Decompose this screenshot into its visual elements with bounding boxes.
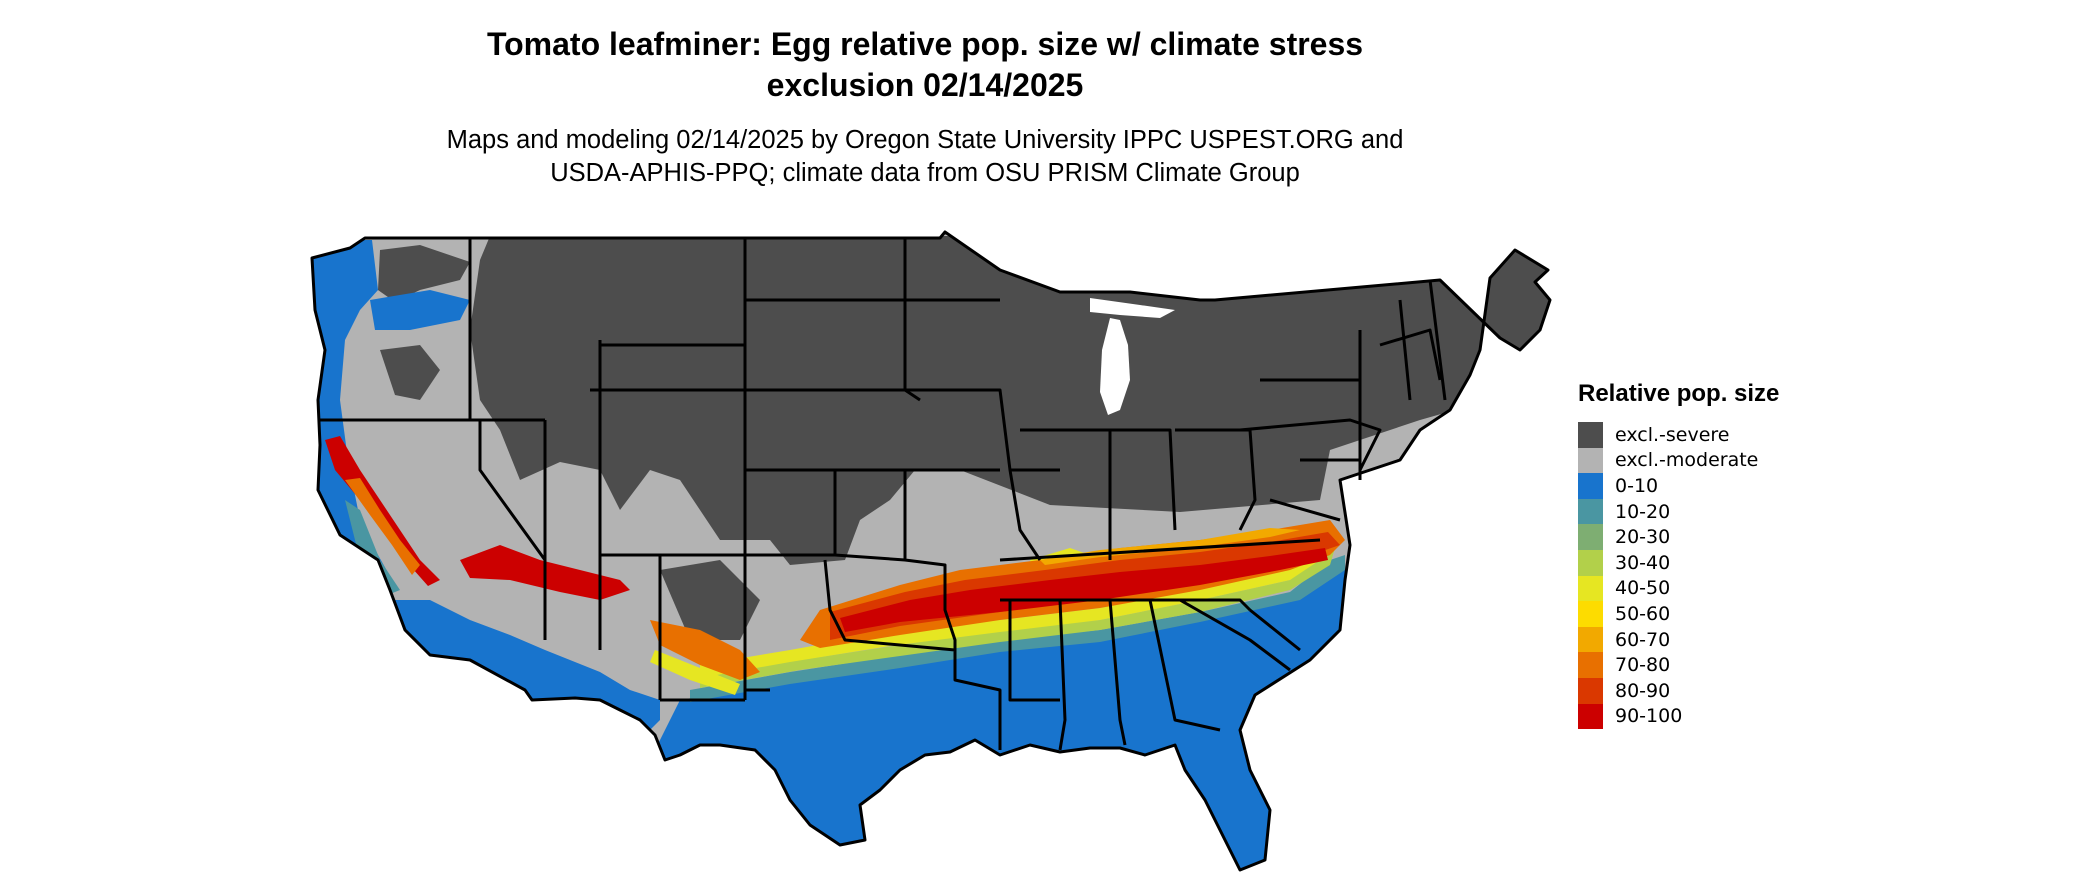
map-title: Tomato leafminer: Egg relative pop. size… <box>0 24 1850 106</box>
excl-severe-cascades <box>378 245 470 302</box>
legend-item: 20-30 <box>1578 524 1779 550</box>
us-outline <box>310 230 1552 872</box>
legend-item: 40-50 <box>1578 575 1779 602</box>
state-borders <box>310 230 1552 872</box>
band-90-100-california-coast <box>325 436 440 586</box>
lake-superior <box>1090 298 1175 318</box>
subtitle-line-1: Maps and modeling 02/14/2025 by Oregon S… <box>446 126 1404 154</box>
title-line-1: Tomato leafminer: Egg relative pop. size… <box>486 26 1364 62</box>
legend-swatch <box>1578 473 1603 499</box>
band-70-80-california-valley <box>345 478 420 575</box>
border-southern-states <box>999 538 1321 751</box>
legend-items: excl.-severe excl.-moderate 0-10 10-20 2… <box>1578 422 1779 730</box>
legend-label: 10-20 <box>1615 500 1671 523</box>
band-40-50-southwest-arc <box>650 650 740 695</box>
legend-label: 0-10 <box>1615 474 1659 497</box>
title-line-2: exclusion 02/14/2025 <box>766 67 1084 103</box>
legend-swatch <box>1578 652 1603 678</box>
border-midwest-states <box>905 298 1257 561</box>
legend-label: 30-40 <box>1615 551 1671 574</box>
legend-item: 80-90 <box>1578 677 1779 704</box>
legend-swatch <box>1578 524 1603 550</box>
band-0-10-washington-interior <box>370 290 470 330</box>
legend-item: excl.-severe <box>1578 422 1779 448</box>
legend-label: excl.-severe <box>1615 423 1730 446</box>
band-90-100-southern-core <box>840 548 1328 632</box>
band-60-70-northern-edge <box>1040 528 1300 565</box>
subtitle-line-2: USDA-APHIS-PPQ; climate data from OSU PR… <box>550 159 1300 187</box>
legend-swatch <box>1578 447 1603 474</box>
legend-item: 10-20 <box>1578 498 1779 525</box>
band-30-40-gulf-transition <box>700 548 1335 688</box>
legend-swatch <box>1578 703 1603 730</box>
legend-item: 90-100 <box>1578 703 1779 730</box>
legend-item: 50-60 <box>1578 601 1779 627</box>
border-northeast-states <box>1239 279 1447 522</box>
legend-swatch <box>1578 422 1603 448</box>
legend-title: Relative pop. size <box>1578 380 1780 407</box>
excl-severe-sierra-patch <box>380 345 440 400</box>
excl-severe-southwest-mountains <box>660 560 760 640</box>
legend-swatch <box>1578 498 1603 525</box>
lake-michigan <box>1100 318 1130 415</box>
legend-label: 60-70 <box>1615 628 1671 651</box>
legend-swatch <box>1578 626 1603 653</box>
legend-label: 70-80 <box>1615 654 1671 677</box>
legend-item: 70-80 <box>1578 652 1779 678</box>
legend-swatch <box>1578 601 1603 627</box>
legend: Relative pop. size excl.-severe excl.-mo… <box>1578 380 1780 730</box>
legend-label: 40-50 <box>1615 577 1671 600</box>
border-west-states <box>320 238 837 702</box>
legend-label: 20-30 <box>1615 526 1671 549</box>
legend-swatch <box>1578 549 1603 576</box>
band-10-20-gulf-fringe <box>690 555 1345 702</box>
band-70-80-southwest-arc <box>650 620 760 680</box>
excl-severe-northern-region <box>470 236 1550 565</box>
legend-item: 60-70 <box>1578 626 1779 653</box>
band-10-20-california-fringe <box>345 500 400 598</box>
legend-item: 0-10 <box>1578 473 1779 499</box>
legend-item: 30-40 <box>1578 549 1779 576</box>
map-subtitle: Maps and modeling 02/14/2025 by Oregon S… <box>0 124 1850 190</box>
legend-label: 50-60 <box>1615 602 1671 625</box>
legend-label: 90-100 <box>1615 705 1683 728</box>
legend-swatch <box>1578 575 1603 602</box>
legend-item: excl.-moderate <box>1578 447 1779 474</box>
legend-swatch <box>1578 677 1603 704</box>
legend-label: excl.-moderate <box>1615 449 1759 472</box>
legend-label: 80-90 <box>1615 679 1671 702</box>
